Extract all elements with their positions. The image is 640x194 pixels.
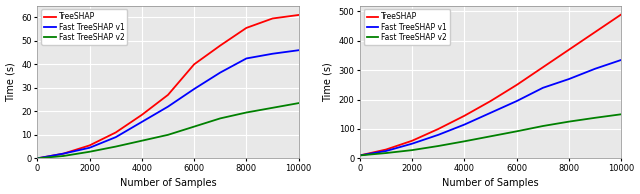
TreeSHAP: [513, 84, 520, 86]
Fast TreeSHAP v1: [295, 49, 303, 51]
Fast TreeSHAP v2: [112, 146, 120, 148]
TreeSHAP: [190, 63, 198, 66]
Fast TreeSHAP v1: [190, 88, 198, 90]
Fast TreeSHAP v1: [618, 59, 625, 61]
X-axis label: Number of Samples: Number of Samples: [442, 178, 539, 188]
Fast TreeSHAP v1: [461, 123, 468, 126]
TreeSHAP: [565, 48, 573, 51]
Fast TreeSHAP v2: [565, 120, 573, 123]
TreeSHAP: [382, 148, 390, 151]
Fast TreeSHAP v2: [243, 111, 250, 114]
Fast TreeSHAP v1: [435, 134, 442, 136]
TreeSHAP: [86, 144, 93, 147]
Y-axis label: Time (s): Time (s): [6, 62, 15, 102]
Fast TreeSHAP v2: [408, 149, 416, 151]
Fast TreeSHAP v1: [243, 57, 250, 60]
TreeSHAP: [33, 157, 41, 159]
Fast TreeSHAP v2: [216, 117, 224, 120]
TreeSHAP: [487, 100, 495, 102]
Fast TreeSHAP v2: [618, 113, 625, 115]
Fast TreeSHAP v2: [539, 125, 547, 127]
X-axis label: Number of Samples: Number of Samples: [120, 178, 216, 188]
TreeSHAP: [539, 66, 547, 68]
TreeSHAP: [216, 44, 224, 47]
Fast TreeSHAP v2: [487, 135, 495, 138]
Fast TreeSHAP v1: [112, 136, 120, 138]
Y-axis label: Time (s): Time (s): [323, 62, 333, 102]
TreeSHAP: [356, 154, 364, 157]
Fast TreeSHAP v2: [60, 155, 67, 157]
Fast TreeSHAP v2: [138, 139, 146, 142]
Line: Fast TreeSHAP v2: Fast TreeSHAP v2: [37, 103, 299, 158]
TreeSHAP: [435, 128, 442, 130]
Fast TreeSHAP v2: [356, 154, 364, 157]
TreeSHAP: [164, 94, 172, 96]
Fast TreeSHAP v1: [33, 157, 41, 159]
TreeSHAP: [60, 152, 67, 155]
Fast TreeSHAP v2: [164, 134, 172, 136]
Fast TreeSHAP v2: [190, 126, 198, 128]
Fast TreeSHAP v1: [513, 100, 520, 102]
Fast TreeSHAP v2: [86, 151, 93, 153]
Fast TreeSHAP v2: [591, 117, 599, 119]
Fast TreeSHAP v1: [138, 121, 146, 123]
TreeSHAP: [269, 17, 276, 20]
Fast TreeSHAP v2: [295, 102, 303, 104]
TreeSHAP: [138, 114, 146, 116]
Fast TreeSHAP v2: [435, 145, 442, 147]
Legend: TreeSHAP, Fast TreeSHAP v1, Fast TreeSHAP v2: TreeSHAP, Fast TreeSHAP v1, Fast TreeSHA…: [364, 9, 450, 45]
Fast TreeSHAP v1: [356, 154, 364, 157]
TreeSHAP: [618, 13, 625, 16]
Line: Fast TreeSHAP v2: Fast TreeSHAP v2: [360, 114, 621, 155]
Fast TreeSHAP v1: [164, 106, 172, 108]
Fast TreeSHAP v1: [216, 71, 224, 74]
Fast TreeSHAP v1: [539, 87, 547, 89]
TreeSHAP: [243, 27, 250, 29]
Fast TreeSHAP v1: [86, 147, 93, 149]
Fast TreeSHAP v1: [60, 152, 67, 155]
TreeSHAP: [112, 131, 120, 134]
Line: TreeSHAP: TreeSHAP: [37, 15, 299, 158]
Fast TreeSHAP v2: [461, 140, 468, 142]
Fast TreeSHAP v2: [269, 107, 276, 109]
Fast TreeSHAP v1: [487, 112, 495, 114]
Fast TreeSHAP v2: [513, 130, 520, 133]
Fast TreeSHAP v2: [33, 157, 41, 159]
TreeSHAP: [408, 139, 416, 142]
Fast TreeSHAP v1: [408, 142, 416, 145]
Line: Fast TreeSHAP v1: Fast TreeSHAP v1: [37, 50, 299, 158]
Legend: TreeSHAP, Fast TreeSHAP v1, Fast TreeSHAP v2: TreeSHAP, Fast TreeSHAP v1, Fast TreeSHA…: [41, 9, 127, 45]
Line: TreeSHAP: TreeSHAP: [360, 14, 621, 155]
Line: Fast TreeSHAP v1: Fast TreeSHAP v1: [360, 60, 621, 155]
TreeSHAP: [591, 31, 599, 33]
Fast TreeSHAP v1: [382, 150, 390, 152]
TreeSHAP: [295, 14, 303, 16]
Fast TreeSHAP v1: [269, 53, 276, 55]
Fast TreeSHAP v2: [382, 152, 390, 154]
TreeSHAP: [461, 115, 468, 117]
Fast TreeSHAP v1: [565, 78, 573, 80]
Fast TreeSHAP v1: [591, 68, 599, 70]
